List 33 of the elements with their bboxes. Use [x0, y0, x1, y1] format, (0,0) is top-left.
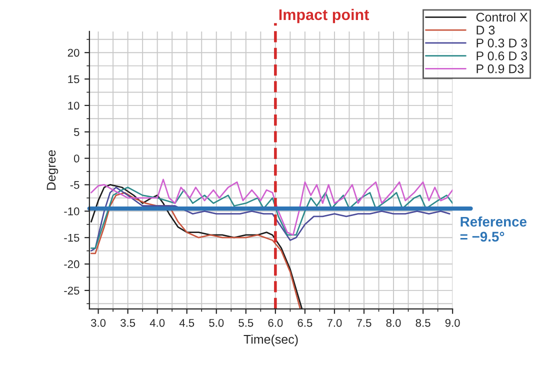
x-tick-label: 8.5: [416, 318, 430, 327]
legend-label: P 0.6 D 3: [476, 51, 528, 60]
x-tick-label: 7.5: [356, 319, 372, 327]
x-axis-title: Time(sec): [244, 334, 298, 346]
x-tick-label: 3.0: [90, 318, 106, 327]
y-axis-title: Degree: [46, 150, 58, 190]
y-tick-label: 20: [68, 48, 80, 57]
y-tick-label: 10: [68, 102, 80, 110]
legend-label: Control X: [476, 12, 528, 22]
x-tick-label: 3.5: [120, 318, 136, 327]
x-tick-label: 5.5: [238, 319, 254, 327]
legend-label: P 0.9 D3: [476, 64, 524, 74]
x-tick-label: 6.0: [268, 318, 283, 327]
x-tick-label: 6.5: [298, 318, 312, 327]
y-tick-label: 15: [68, 75, 80, 84]
legend-label: D 3: [476, 26, 495, 35]
x-tick-label: 8.0: [386, 318, 401, 327]
y-tick-label: -25: [64, 286, 80, 295]
y-tick-label: -15: [64, 234, 80, 242]
x-tick-label: 9.0: [445, 318, 460, 327]
x-tick-label: 4.5: [179, 319, 194, 327]
y-tick-label: 5: [74, 128, 80, 136]
x-tick-label: 4.0: [150, 318, 165, 327]
x-tick-label: 7.0: [327, 318, 342, 327]
line-series: [90, 178, 453, 236]
y-tick-label: -10: [64, 207, 80, 216]
y-tick-label: 0: [74, 154, 80, 162]
y-tick-label: -20: [64, 260, 80, 268]
ref-line-label: Impact point: [279, 8, 370, 24]
y-tick-label: -5: [70, 181, 80, 189]
x-tick-label: 5.0: [209, 318, 224, 327]
legend-label: P 0.3 D 3: [476, 38, 528, 48]
ref-line-label: Reference = −9.5°: [460, 216, 527, 242]
